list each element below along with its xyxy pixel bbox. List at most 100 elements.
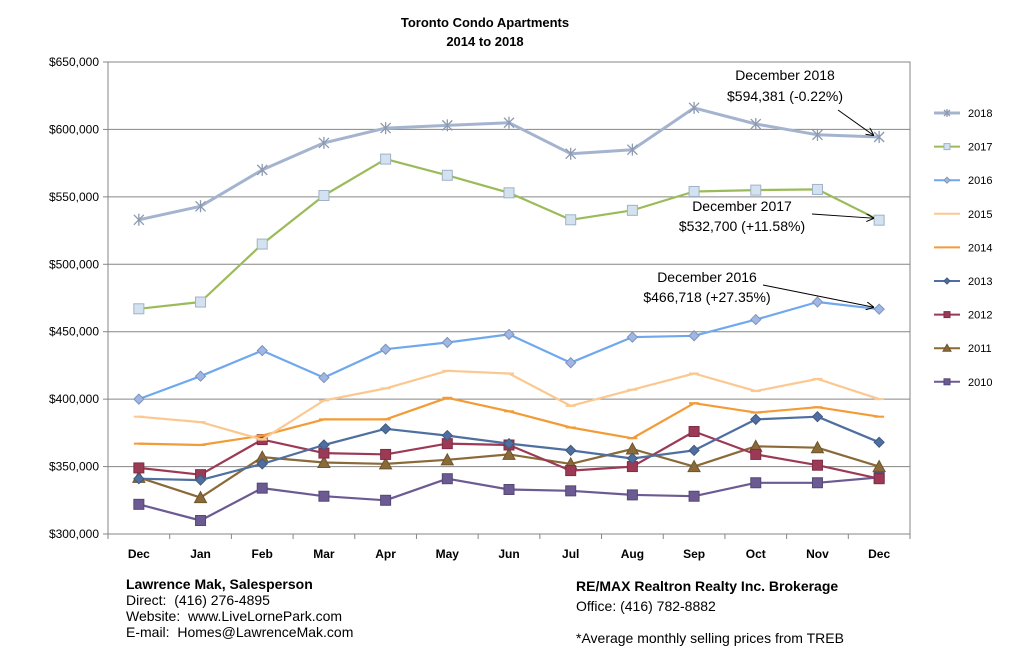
data-point <box>256 238 268 250</box>
legend-item-2012: 2012 <box>934 310 992 322</box>
series-2017 <box>133 153 885 315</box>
data-point <box>256 163 268 176</box>
legend-item-2016: 2016 <box>934 175 992 187</box>
data-point <box>380 448 392 460</box>
legend-label: 2015 <box>968 209 992 221</box>
data-point <box>318 439 330 451</box>
data-point <box>750 313 762 326</box>
legend-label: 2014 <box>968 242 992 254</box>
data-point <box>810 440 825 454</box>
data-point <box>317 455 331 469</box>
data-point <box>687 459 701 473</box>
data-point <box>256 458 268 470</box>
data-point <box>318 136 330 149</box>
data-point <box>318 371 330 384</box>
data-point <box>440 452 455 466</box>
data-point <box>503 483 515 495</box>
source-note: *Average monthly selling prices from TRE… <box>576 630 844 646</box>
data-point <box>688 444 700 457</box>
data-point <box>811 459 823 471</box>
x-tick-label: Mar <box>313 547 335 561</box>
data-point <box>626 331 639 343</box>
series-line-2014 <box>138 396 880 447</box>
series-2013 <box>133 410 885 486</box>
series-2010 <box>133 471 885 527</box>
series-line-2010 <box>138 476 880 522</box>
legend-item-2011: 2011 <box>934 343 992 355</box>
data-point <box>441 473 453 485</box>
legend-label: 2011 <box>968 343 992 355</box>
annotation-title: December 2016 <box>657 269 757 285</box>
data-point <box>811 183 823 195</box>
data-point <box>873 131 885 144</box>
data-point <box>379 343 392 355</box>
annotation-value: $466,718 (+27.35%) <box>643 289 770 305</box>
data-point <box>380 494 392 506</box>
x-tick-label: Nov <box>806 547 829 561</box>
data-point <box>318 490 330 502</box>
data-point <box>811 296 824 308</box>
data-point <box>565 485 577 497</box>
data-point <box>872 459 886 473</box>
x-tick-label: Dec <box>128 547 150 561</box>
data-point <box>750 184 762 196</box>
data-point <box>688 426 700 438</box>
series-2015 <box>133 369 885 441</box>
series-line-2016 <box>138 300 880 401</box>
annotation-arrow <box>811 213 873 218</box>
legend-label: 2012 <box>968 310 992 322</box>
x-tick-label: Jul <box>562 547 579 561</box>
legend-item-2010: 2010 <box>934 377 992 389</box>
y-tick-label: $350,000 <box>49 460 99 474</box>
data-point <box>441 336 454 349</box>
x-tick-label: Oct <box>746 547 766 561</box>
series-2016 <box>133 296 885 405</box>
data-point <box>873 436 885 449</box>
x-tick-label: May <box>436 547 460 561</box>
footer-agent: Lawrence Mak, Salesperson Direct: (416) … <box>126 576 353 640</box>
data-point <box>256 344 268 357</box>
agent-website: Website: www.LiveLornePark.com <box>126 608 343 624</box>
series-2014 <box>133 396 885 447</box>
data-point <box>626 143 638 156</box>
data-point <box>380 153 392 165</box>
legend-label: 2010 <box>968 377 992 389</box>
legend-item-2015: 2015 <box>934 209 992 221</box>
agent-name: Lawrence Mak, Salesperson <box>126 576 313 592</box>
legend-label: 2017 <box>968 142 992 154</box>
agent-direct: Direct: (416) 276-4895 <box>126 592 270 608</box>
data-point <box>873 473 885 485</box>
data-point <box>441 429 454 442</box>
data-point <box>503 116 515 129</box>
series-line-2015 <box>138 369 880 441</box>
plot-area <box>107 61 911 535</box>
data-point <box>626 452 639 465</box>
brokerage-name: RE/MAX Realtron Realty Inc. Brokerage <box>576 578 839 594</box>
data-point <box>194 370 207 382</box>
line-chart: Toronto Condo Apartments 2014 to 2018 $3… <box>49 15 993 561</box>
data-point <box>750 477 762 489</box>
legend-item-2013: 2013 <box>934 276 992 288</box>
data-point <box>441 169 453 181</box>
data-point <box>195 200 206 213</box>
legend-label: 2018 <box>968 108 992 120</box>
data-point <box>194 474 207 486</box>
legend-item-2018: 2018 <box>934 108 992 120</box>
footer-brokerage: RE/MAX Realtron Realty Inc. Brokerage Of… <box>576 578 844 646</box>
data-point <box>626 489 638 501</box>
y-tick-label: $300,000 <box>49 527 99 541</box>
data-point <box>811 410 824 423</box>
data-point <box>133 393 145 405</box>
data-point <box>378 456 393 470</box>
x-tick-label: Apr <box>375 547 396 561</box>
legend-item-2017: 2017 <box>934 142 992 154</box>
series-2018 <box>133 101 885 226</box>
data-point <box>750 413 762 426</box>
data-point <box>503 437 515 450</box>
chart-subtitle: 2014 to 2018 <box>446 34 523 49</box>
data-point <box>133 498 145 510</box>
data-point <box>943 311 951 319</box>
data-point <box>564 444 577 457</box>
y-tick-label: $400,000 <box>49 392 99 406</box>
data-point <box>943 378 951 386</box>
